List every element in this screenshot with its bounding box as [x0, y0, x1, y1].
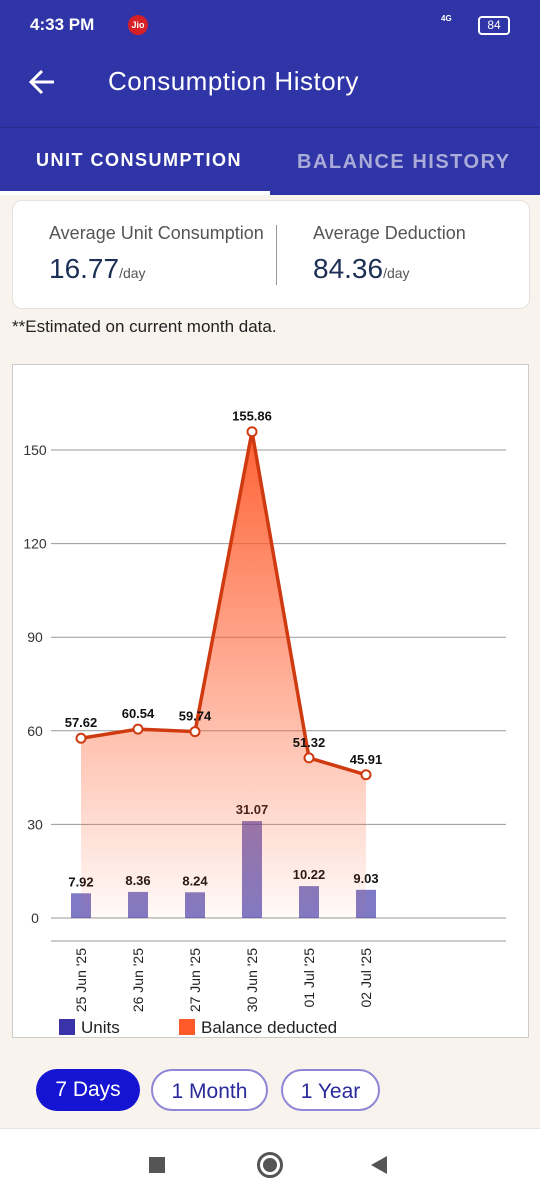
- summary-label: Average Deduction: [313, 223, 466, 243]
- summary-label: Average Unit Consumption: [49, 223, 264, 243]
- value: 16.77: [49, 253, 120, 284]
- app-bar: 4:33 PM Jio 4G 84 Consumption History UN…: [0, 0, 540, 195]
- tab[interactable]: BALANCE HISTORY: [297, 151, 511, 173]
- battery: 84: [478, 16, 510, 35]
- point: [246, 426, 258, 438]
- legend-label: Balance deducted: [201, 1018, 337, 1037]
- network-label: 4G: [441, 14, 452, 23]
- range-button[interactable]: 1 Year: [281, 1069, 380, 1111]
- separator: [276, 225, 277, 285]
- point: [189, 726, 201, 738]
- x-tick-label: 30 Jun '25: [244, 948, 260, 1012]
- note: **Estimated on current month data.: [12, 317, 277, 336]
- unit: /day: [119, 265, 146, 281]
- value-label: 60.54: [122, 706, 155, 721]
- status-time: 4:33 PM: [30, 15, 95, 34]
- y-tick-label: 60: [27, 723, 43, 739]
- y-tick-label: 120: [23, 536, 47, 552]
- range-button-active[interactable]: 7 Days: [36, 1069, 140, 1111]
- point: [132, 723, 144, 735]
- legend-swatch: [179, 1019, 195, 1035]
- point: [75, 732, 87, 744]
- back-nav-button[interactable]: [369, 1155, 389, 1175]
- value-label: 45.91: [350, 752, 383, 767]
- back-button[interactable]: [28, 68, 56, 96]
- x-tick-label: 25 Jun '25: [73, 948, 89, 1012]
- x-tick-label: 26 Jun '25: [130, 948, 146, 1012]
- y-tick-label: 150: [23, 442, 47, 458]
- value-label: 155.86: [232, 409, 272, 424]
- x-tick-label: 02 Jul '25: [358, 948, 374, 1008]
- summary-value: 16.77/day: [49, 253, 146, 285]
- recents-button[interactable]: [149, 1157, 165, 1173]
- carrier-icon: Jio: [128, 15, 148, 35]
- point: [303, 752, 315, 764]
- x-tick-label: 27 Jun '25: [187, 948, 203, 1012]
- tab-active[interactable]: UNIT CONSUMPTION: [36, 150, 242, 170]
- tab-indicator: [0, 191, 270, 195]
- line: [80, 431, 367, 777]
- y-tick-label: 30: [27, 816, 43, 832]
- value-label: 57.62: [65, 715, 98, 730]
- legend-swatch: [59, 1019, 75, 1035]
- summary-value: 84.36/day: [313, 253, 410, 285]
- area-fill: [81, 431, 366, 918]
- value: 84.36: [313, 253, 384, 284]
- legend-label: Units: [81, 1018, 120, 1037]
- range-button[interactable]: 1 Month: [151, 1069, 268, 1111]
- y-tick-label: 0: [31, 910, 39, 926]
- unit: /day: [383, 265, 410, 281]
- y-tick-label: 90: [27, 629, 43, 645]
- chart-card: 03060901201507.928.368.2431.0710.229.035…: [12, 364, 529, 1038]
- page-title: Consumption History: [108, 66, 359, 96]
- x-tick-label: 01 Jul '25: [301, 948, 317, 1008]
- chart: 03060901201507.928.368.2431.0710.229.035…: [23, 409, 506, 1037]
- point: [360, 769, 372, 781]
- value-label: 51.32: [293, 735, 326, 750]
- divider: [0, 127, 540, 128]
- summary-card: Average Unit Consumption 16.77/day Avera…: [12, 200, 530, 309]
- home-button[interactable]: [257, 1152, 283, 1178]
- nav-bar: [0, 1128, 540, 1201]
- value-label: 59.74: [179, 709, 212, 724]
